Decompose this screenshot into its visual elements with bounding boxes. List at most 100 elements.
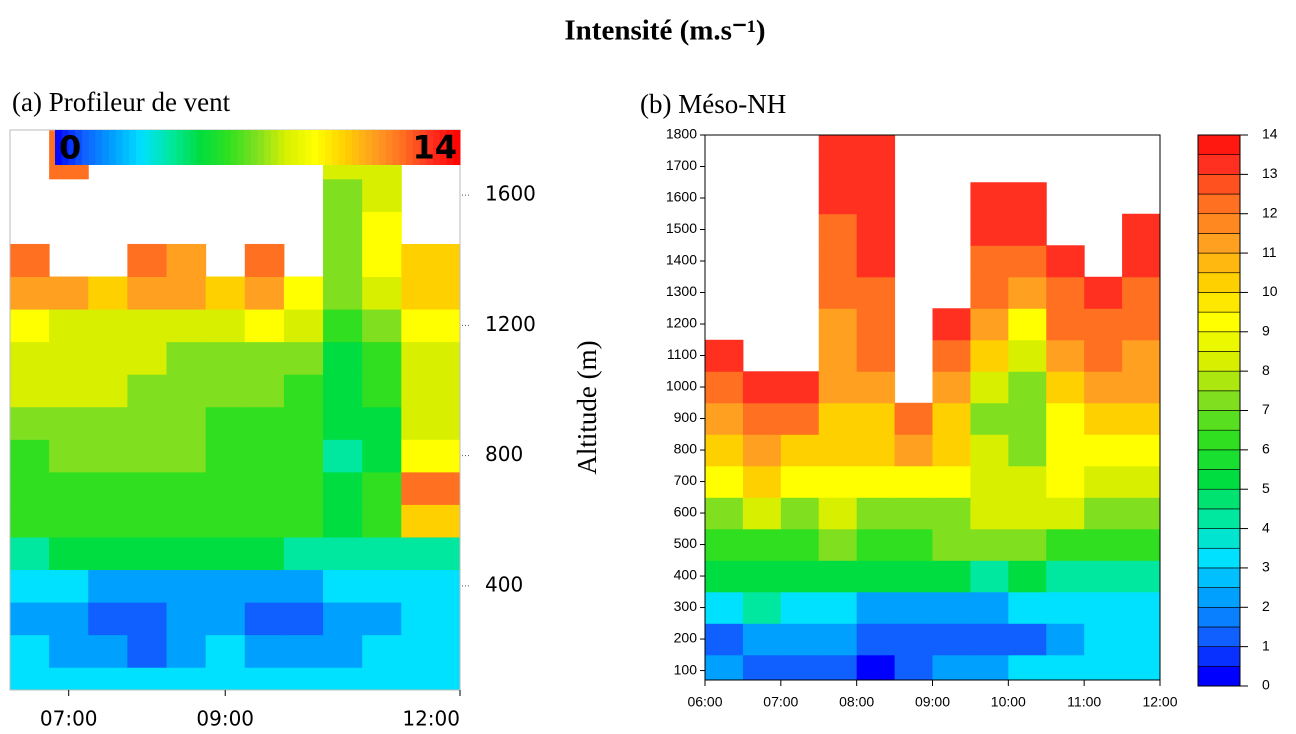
heat-cell	[818, 560, 858, 593]
x-tick-label: 09:00	[915, 694, 950, 710]
colorbar-band	[115, 130, 123, 165]
heat-cell	[932, 623, 971, 656]
heat-cell	[970, 182, 1009, 215]
heat-cell	[323, 406, 363, 440]
y-tick-label: 1600	[485, 182, 536, 206]
colorbar-band	[75, 130, 83, 165]
colorbar-band	[102, 130, 110, 165]
heat-cell	[856, 434, 896, 467]
heat-cell	[244, 569, 285, 603]
colorbar-band	[1197, 449, 1241, 470]
colorbar-label: 1	[1262, 637, 1270, 653]
y-tick-label: 200	[674, 630, 698, 646]
heat-cell	[283, 471, 324, 505]
heat-cell	[818, 339, 858, 372]
heat-cell	[244, 634, 285, 668]
heat-cell	[970, 623, 1009, 656]
heat-cell	[705, 371, 744, 404]
colorbar-band	[372, 130, 380, 165]
colorbar-band	[61, 130, 69, 165]
heat-cell	[49, 634, 89, 668]
heat-cell	[1008, 560, 1047, 593]
heat-cell	[10, 276, 50, 310]
heat-cell	[705, 654, 744, 681]
heat-cell	[894, 591, 933, 624]
heat-cell	[88, 536, 128, 571]
colorbar-band	[1197, 547, 1241, 569]
heat-cell	[244, 374, 285, 408]
colorbar-label: 0	[1262, 677, 1270, 693]
heat-cell	[780, 402, 820, 435]
heat-cell	[127, 243, 168, 278]
y-tick-label: 100	[674, 661, 698, 677]
heat-cell	[323, 667, 363, 691]
heat-cell	[205, 439, 246, 473]
heat-cell	[818, 371, 858, 404]
heat-cell	[323, 536, 363, 571]
heat-cell	[10, 374, 50, 408]
heat-cell	[205, 634, 246, 668]
colorbar-band	[257, 130, 265, 165]
heat-cell	[894, 528, 933, 561]
heat-cell	[205, 569, 246, 603]
colorbar-band	[95, 130, 103, 165]
heat-cell	[1122, 654, 1161, 681]
heat-cell	[1046, 465, 1085, 498]
heat-cell	[1008, 182, 1047, 215]
heat-cell	[1122, 497, 1161, 530]
heat-cell	[1084, 308, 1123, 341]
heat-cell	[856, 339, 896, 372]
colorbar-band	[217, 130, 225, 165]
heat-cell	[780, 371, 820, 404]
colorbar-band	[1197, 252, 1241, 274]
heat-cell	[1084, 528, 1123, 561]
colorbar-band	[1197, 606, 1241, 628]
heat-cell	[705, 528, 744, 561]
heat-cell	[1122, 434, 1161, 467]
heat-cell	[1008, 276, 1047, 309]
heat-cell	[127, 309, 168, 343]
heat-cell	[127, 634, 168, 668]
heat-cell	[932, 308, 971, 341]
colorbar-label: 7	[1262, 401, 1270, 417]
heat-cell	[705, 497, 744, 530]
colorbar-band	[277, 130, 285, 165]
heat-cell	[401, 406, 461, 440]
heat-cell	[166, 602, 207, 636]
heat-cell	[283, 569, 324, 603]
heat-cell	[894, 402, 933, 435]
heat-cell	[1046, 623, 1085, 656]
colorbar-band	[1197, 626, 1241, 647]
heat-cell	[1046, 434, 1085, 467]
heat-cell	[818, 465, 858, 498]
heat-cell	[127, 569, 168, 603]
heat-cell	[856, 245, 896, 278]
heat-cell	[166, 667, 207, 691]
heat-cell	[1084, 434, 1123, 467]
heat-cell	[856, 591, 896, 624]
colorbar-band	[379, 130, 387, 165]
heat-cell	[127, 471, 168, 505]
heat-cell	[818, 654, 858, 681]
heat-cell	[283, 406, 324, 440]
colorbar-band	[1197, 508, 1241, 529]
colorbar-label: 9	[1262, 322, 1270, 338]
heat-cell	[205, 471, 246, 505]
heat-cell	[88, 341, 128, 375]
heat-cell	[970, 245, 1009, 278]
colorbar-band	[1197, 193, 1241, 215]
colorbar-band	[210, 130, 218, 165]
heat-cell	[818, 497, 858, 530]
heat-cell	[323, 504, 363, 538]
heat-cell	[1008, 591, 1047, 624]
heat-cell	[970, 528, 1009, 561]
heat-cell	[10, 536, 50, 571]
colorbar-band	[264, 130, 272, 165]
heat-cell	[166, 504, 207, 538]
heat-cell	[283, 634, 324, 668]
colorbar-band	[352, 130, 360, 165]
colorbar-band	[311, 130, 319, 165]
colorbar-band	[399, 130, 407, 165]
heat-cell	[1046, 339, 1085, 372]
heat-cell	[1084, 591, 1123, 624]
